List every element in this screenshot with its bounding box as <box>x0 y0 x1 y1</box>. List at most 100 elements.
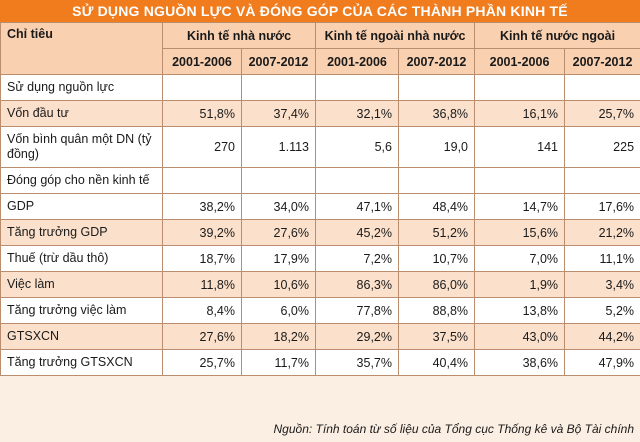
data-table: Chỉ tiêu Kinh tế nhà nước Kinh tế ngoài … <box>0 22 640 376</box>
table-row: Vốn đầu tư 51,8% 37,4% 32,1% 36,8% 16,1% 25,7% <box>0 100 640 127</box>
cell-value: 19,0 <box>397 126 476 168</box>
cell-value: 270 <box>162 126 242 168</box>
cell-value: 11,8% <box>162 271 242 298</box>
cell-value: 38,6% <box>474 349 566 376</box>
cell-value <box>474 167 566 194</box>
cell-value: 77,8% <box>315 297 399 324</box>
cell-value: 18,2% <box>241 323 316 350</box>
cell-value: 51,2% <box>397 219 476 246</box>
cell-value: 3,4% <box>564 271 640 298</box>
row-label: Vốn đầu tư <box>0 100 163 127</box>
table-row: Tăng trưởng việc làm 8,4% 6,0% 77,8% 88,8% 13… <box>0 297 640 324</box>
header-period-row: 2001-2006 2007-2012 2001-2006 2007-2012 … <box>1 48 640 75</box>
cell-value: 17,6% <box>564 193 640 220</box>
cell-value: 7,0% <box>474 245 566 272</box>
cell-value: 15,6% <box>474 219 566 246</box>
cell-value: 51,8% <box>162 100 242 127</box>
cell-value: 35,7% <box>315 349 399 376</box>
cell-value: 10,6% <box>241 271 316 298</box>
header-period: 2001-2006 <box>162 48 242 75</box>
cell-value <box>474 74 566 101</box>
cell-value: 34,0% <box>241 193 316 220</box>
cell-value: 14,7% <box>474 193 566 220</box>
header-group-nonstate: Kinh tế ngoài nhà nước <box>314 22 476 49</box>
cell-value: 17,9% <box>241 245 316 272</box>
cell-value: 27,6% <box>162 323 242 350</box>
source-note: Nguồn: Tính toán từ số liệu của Tổng cục… <box>273 422 634 436</box>
cell-value: 37,4% <box>241 100 316 127</box>
table-row: Sử dụng nguồn lực <box>0 74 640 101</box>
header-group-state: Kinh tế nhà nước <box>162 22 316 49</box>
table-row: Việc làm 11,8% 10,6% 86,3% 86,0% 1,9% 3,4% <box>0 271 640 298</box>
cell-value: 36,8% <box>397 100 476 127</box>
cell-value: 8,4% <box>162 297 242 324</box>
cell-value: 11,1% <box>564 245 640 272</box>
cell-value: 43,0% <box>474 323 566 350</box>
cell-value: 47,9% <box>564 349 640 376</box>
cell-value <box>315 167 399 194</box>
cell-value: 27,6% <box>241 219 316 246</box>
row-label: Sử dụng nguồn lực <box>0 74 163 101</box>
header-period: 2001-2006 <box>315 48 399 75</box>
table-body: Sử dụng nguồn lực Vốn đầu tư 51,8% 37,4% 32,… <box>0 74 640 376</box>
cell-value <box>241 74 316 101</box>
table-row: Đóng góp cho nền kinh tế <box>0 167 640 194</box>
cell-value: 21,2% <box>564 219 640 246</box>
cell-value: 29,2% <box>315 323 399 350</box>
cell-value: 44,2% <box>564 323 640 350</box>
row-label: Đóng góp cho nền kinh tế <box>0 167 163 194</box>
table-row: GTSXCN 27,6% 18,2% 29,2% 37,5% 43,0% 44,2% <box>0 323 640 350</box>
cell-value: 1,9% <box>474 271 566 298</box>
cell-value <box>397 74 476 101</box>
table-row: Thuế (trừ dầu thô) 18,7% 17,9% 7,2% 10,7% 7,0… <box>0 245 640 272</box>
cell-value: 86,3% <box>315 271 399 298</box>
cell-value: 38,2% <box>162 193 242 220</box>
cell-value: 25,7% <box>162 349 242 376</box>
cell-value: 48,4% <box>397 193 476 220</box>
cell-value: 25,7% <box>564 100 640 127</box>
row-label: GTSXCN <box>0 323 163 350</box>
cell-value <box>241 167 316 194</box>
cell-value <box>564 74 640 101</box>
cell-value <box>162 167 242 194</box>
cell-value: 40,4% <box>397 349 476 376</box>
cell-value: 37,5% <box>397 323 476 350</box>
cell-value: 5,2% <box>564 297 640 324</box>
row-label: Thuế (trừ dầu thô) <box>0 245 163 272</box>
row-label: GDP <box>0 193 163 220</box>
row-label: Việc làm <box>0 271 163 298</box>
cell-value <box>564 167 640 194</box>
cell-value: 6,0% <box>241 297 316 324</box>
cell-value: 7,2% <box>315 245 399 272</box>
header-indicator: Chỉ tiêu <box>0 22 163 75</box>
cell-value: 11,7% <box>241 349 316 376</box>
table-row: Vốn bình quân một DN (tỷ đồng) 270 1.113 5,… <box>0 126 640 168</box>
header-period: 2007-2012 <box>241 48 316 75</box>
cell-value: 5,6 <box>315 126 399 168</box>
cell-value: 10,7% <box>397 245 476 272</box>
cell-value: 86,0% <box>397 271 476 298</box>
table-row: Tăng trưởng GTSXCN 25,7% 11,7% 35,7% 40,4% 38… <box>0 349 640 376</box>
row-label: Tăng trưởng GDP <box>0 219 163 246</box>
table-row: Tăng trưởng GDP 39,2% 27,6% 45,2% 51,2% 15,6%… <box>0 219 640 246</box>
cell-value <box>397 167 476 194</box>
cell-value: 16,1% <box>474 100 566 127</box>
cell-value <box>315 74 399 101</box>
row-label: Tăng trưởng việc làm <box>0 297 163 324</box>
cell-value: 18,7% <box>162 245 242 272</box>
header-row: Chỉ tiêu Kinh tế nhà nước Kinh tế ngoài … <box>0 22 640 75</box>
cell-value: 39,2% <box>162 219 242 246</box>
header-period: 2001-2006 <box>474 48 566 75</box>
header-group-foreign: Kinh tế nước ngoài <box>474 22 640 49</box>
header-period: 2007-2012 <box>564 48 640 75</box>
row-label: Vốn bình quân một DN (tỷ đồng) <box>0 126 163 168</box>
row-label: Tăng trưởng GTSXCN <box>0 349 163 376</box>
table-title: SỬ DỤNG NGUỒN LỰC VÀ ĐÓNG GÓP CỦA CÁC TH… <box>0 0 640 22</box>
cell-value: 13,8% <box>474 297 566 324</box>
cell-value: 88,8% <box>397 297 476 324</box>
cell-value: 32,1% <box>315 100 399 127</box>
table-row: GDP 38,2% 34,0% 47,1% 48,4% 14,7% 17,6% <box>0 193 640 220</box>
cell-value: 45,2% <box>315 219 399 246</box>
cell-value <box>162 74 242 101</box>
